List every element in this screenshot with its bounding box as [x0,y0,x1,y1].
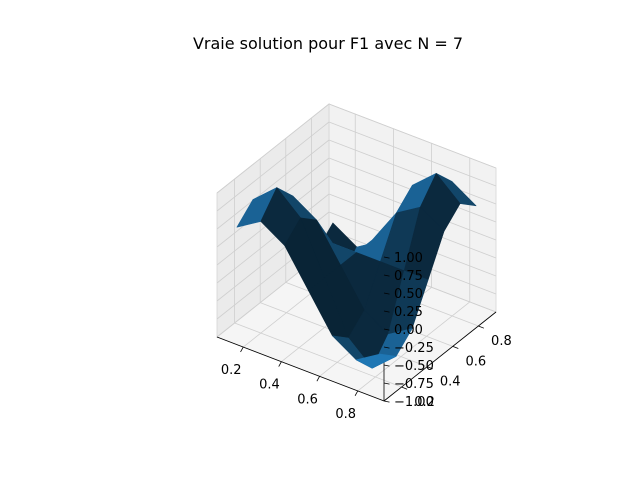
z-tick-label: −0.50 [394,359,434,374]
y-tick-mark [452,345,459,349]
z-tick-mark [383,310,390,313]
x-tick-mark [354,390,359,397]
z-tick-label: −1.00 [394,395,434,410]
x-tick-label: 0.4 [259,378,280,393]
z-tick-mark [383,328,390,331]
z-tick-mark [383,274,390,277]
grid-line-z [328,121,497,187]
surface-plot [236,173,477,369]
grid-line-z [216,103,330,194]
z-tick-label: 0.25 [394,305,423,320]
z-tick-mark [383,346,390,349]
grid-line-z [328,139,497,205]
z-tick-label: 1.00 [394,251,423,266]
chart-title: Vraie solution pour F1 avec N = 7 [193,34,463,53]
y-axis-line [383,311,497,402]
y-tick-label: 0.2 [414,395,435,410]
grid-line-z [216,193,330,284]
z-tick-mark [383,292,390,295]
y-tick-label: 0.6 [465,354,486,369]
y-tick-mark [478,325,485,329]
z-tick-mark [383,256,390,259]
surface-facet [355,353,397,369]
z-tick-label: 0.50 [394,287,423,302]
grid-line-y [234,322,402,388]
x-axis-line [216,336,385,402]
x-tick-mark [316,376,320,382]
y-tick-mark [401,386,408,390]
grid-line-z [328,103,497,169]
z-tick-mark [383,364,390,367]
x-tick-mark [240,346,244,353]
z-tick-label: 0.75 [394,269,423,284]
z-tick-mark [383,382,390,385]
y-tick-label: 0.8 [491,334,512,349]
z-tick-mark [383,400,390,403]
y-tick-mark [427,366,433,370]
grid-line-z [216,121,330,212]
z-tick-label: −0.25 [394,341,434,356]
x-tick-label: 0.2 [221,363,242,378]
x-tick-label: 0.6 [297,392,318,407]
grid-line-x [357,301,471,392]
z-tick-label: 0.00 [394,323,423,338]
z-tick-label: −0.75 [394,377,434,392]
x-tick-mark [278,361,282,367]
y-tick-label: 0.4 [440,375,461,390]
grid-line-z [216,139,330,230]
x-tick-label: 0.8 [335,407,356,422]
axis-ticks: 0.2 0.4 0.6 0.8 0.2 0.4 0.6 0.8 1.00 0.75 0.50 0.25… [221,251,512,422]
